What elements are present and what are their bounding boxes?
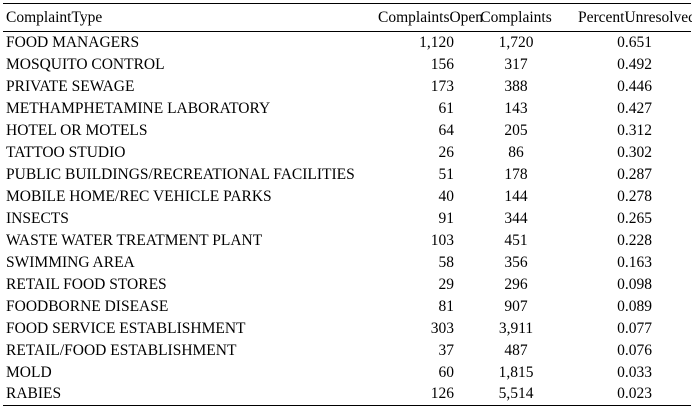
cell-complaints-open: 173 xyxy=(430,77,454,95)
cell-complaints: 205 xyxy=(504,121,528,139)
table-row: METHAMPHETAMINE LABORATORY 61 143 0.427 xyxy=(3,98,691,120)
cell-percent-unresolved: 0.023 xyxy=(578,383,691,406)
cell-complaint-type: FOOD SERVICE ESTABLISHMENT xyxy=(6,319,246,337)
complaints-table: ComplaintType ComplaintsOpen Complaints … xyxy=(3,3,692,406)
cell-percent-unresolved: 0.163 xyxy=(617,253,652,271)
column-header-complaints-open: ComplaintsOpen xyxy=(378,3,483,32)
table-row: RABIES 126 5,514 0.023 xyxy=(3,383,691,406)
cell-percent-unresolved: 0.427 xyxy=(617,99,652,117)
cell-complaints: 356 xyxy=(504,253,528,271)
table-row: MOSQUITO CONTROL 156 317 0.492 xyxy=(3,54,691,76)
cell-complaints-open: 40 xyxy=(438,187,455,205)
cell-complaint-type: RABIES xyxy=(3,383,378,406)
cell-complaint-type: PRIVATE SEWAGE xyxy=(6,77,135,95)
cell-complaints: 178 xyxy=(504,165,528,183)
cell-complaints: 86 xyxy=(508,143,524,161)
cell-complaints-open: 58 xyxy=(438,253,455,271)
cell-complaint-type: SWIMMING AREA xyxy=(6,253,135,271)
cell-percent-unresolved: 0.287 xyxy=(617,165,652,183)
cell-complaint-type: FOODBORNE DISEASE xyxy=(6,297,169,315)
table-body: FOOD MANAGERS 1,120 1,720 0.651 MOSQUITO CON… xyxy=(3,32,691,406)
cell-complaints: 907 xyxy=(504,297,528,315)
cell-complaint-type: TATTOO STUDIO xyxy=(6,143,126,161)
cell-complaints-open: 37 xyxy=(438,341,455,359)
cell-complaints: 1,815 xyxy=(498,363,534,381)
table-row: INSECTS 91 344 0.265 xyxy=(3,208,691,230)
cell-complaints: 296 xyxy=(504,275,528,293)
cell-complaints: 143 xyxy=(504,99,528,117)
cell-percent-unresolved: 0.302 xyxy=(617,143,652,161)
cell-percent-unresolved: 0.492 xyxy=(617,55,652,73)
cell-complaints-open: 303 xyxy=(430,319,454,337)
cell-complaint-type: MOLD xyxy=(6,363,52,381)
cell-complaints-open: 60 xyxy=(438,363,455,381)
cell-complaints: 451 xyxy=(504,231,528,249)
cell-complaints-open: 156 xyxy=(430,55,454,73)
cell-complaints: 1,720 xyxy=(498,33,534,51)
cell-percent-unresolved: 0.265 xyxy=(617,209,652,227)
column-header-percent-unresolved: PercentUnresolved xyxy=(578,3,692,32)
cell-complaint-type: WASTE WATER TREATMENT PLANT xyxy=(6,231,263,249)
cell-complaints: 317 xyxy=(504,55,528,73)
cell-complaints-open: 61 xyxy=(438,99,455,117)
cell-percent-unresolved: 0.076 xyxy=(617,341,652,359)
cell-complaint-type: RETAIL FOOD STORES xyxy=(6,275,167,293)
cell-complaints-open: 29 xyxy=(438,275,455,293)
cell-complaint-type: PUBLIC BUILDINGS/RECREATIONAL FACILITIES xyxy=(6,165,355,183)
cell-percent-unresolved: 0.446 xyxy=(617,77,652,95)
cell-complaint-type: MOSQUITO CONTROL xyxy=(6,55,165,73)
cell-complaint-type: METHAMPHETAMINE LABORATORY xyxy=(6,99,271,117)
column-header-complaints: Complaints xyxy=(454,3,578,32)
cell-complaints: 344 xyxy=(504,209,528,227)
cell-complaints: 144 xyxy=(504,187,528,205)
column-header-complaint-type: ComplaintType xyxy=(3,3,378,32)
table-row: PUBLIC BUILDINGS/RECREATIONAL FACILITIES… xyxy=(3,164,691,186)
table-row: RETAIL FOOD STORES 29 296 0.098 xyxy=(3,274,691,296)
cell-complaints: 5,514 xyxy=(454,383,578,406)
table-row: RETAIL/FOOD ESTABLISHMENT 37 487 0.076 xyxy=(3,340,691,362)
cell-complaint-type: INSECTS xyxy=(6,209,69,227)
cell-percent-unresolved: 0.089 xyxy=(617,297,652,315)
cell-percent-unresolved: 0.228 xyxy=(617,231,652,249)
cell-complaint-type: HOTEL OR MOTELS xyxy=(6,121,148,139)
cell-complaints-open: 64 xyxy=(438,121,455,139)
cell-percent-unresolved: 0.651 xyxy=(617,33,652,51)
cell-complaints-open: 1,120 xyxy=(419,33,454,51)
cell-complaints: 3,911 xyxy=(498,319,534,337)
cell-complaints: 388 xyxy=(504,77,528,95)
cell-percent-unresolved: 0.077 xyxy=(617,319,652,337)
table-row: WASTE WATER TREATMENT PLANT 103 451 0.228 xyxy=(3,230,691,252)
cell-complaints-open: 103 xyxy=(430,231,454,249)
cell-percent-unresolved: 0.033 xyxy=(617,363,652,381)
complaints-table-container: ComplaintType ComplaintsOpen Complaints … xyxy=(3,3,692,406)
table-row: PRIVATE SEWAGE 173 388 0.446 xyxy=(3,76,691,98)
table-row: FOODBORNE DISEASE 81 907 0.089 xyxy=(3,296,691,318)
cell-complaints-open: 51 xyxy=(438,165,455,183)
table-row: HOTEL OR MOTELS 64 205 0.312 xyxy=(3,120,691,142)
cell-percent-unresolved: 0.098 xyxy=(617,275,652,293)
cell-complaints: 487 xyxy=(504,341,528,359)
header-row: ComplaintType ComplaintsOpen Complaints … xyxy=(3,3,692,32)
table-row: SWIMMING AREA 58 356 0.163 xyxy=(3,252,691,274)
cell-complaint-type: RETAIL/FOOD ESTABLISHMENT xyxy=(6,341,237,359)
cell-complaint-type: MOBILE HOME/REC VEHICLE PARKS xyxy=(6,187,272,205)
cell-percent-unresolved: 0.312 xyxy=(617,121,652,139)
table-row: FOOD MANAGERS 1,120 1,720 0.651 xyxy=(3,32,691,54)
table-row: FOOD SERVICE ESTABLISHMENT 303 3,911 0.077 xyxy=(3,318,691,340)
table-row: MOLD 60 1,815 0.033 xyxy=(3,362,691,384)
table-row: TATTOO STUDIO 26 86 0.302 xyxy=(3,142,691,164)
table-header: ComplaintType ComplaintsOpen Complaints … xyxy=(3,3,692,32)
cell-complaint-type: FOOD MANAGERS xyxy=(6,33,140,51)
cell-percent-unresolved: 0.278 xyxy=(617,187,652,205)
table-row: MOBILE HOME/REC VEHICLE PARKS 40 144 0.278 xyxy=(3,186,691,208)
cell-complaints-open: 91 xyxy=(438,209,455,227)
cell-complaints-open: 81 xyxy=(438,297,455,315)
cell-complaints-open: 126 xyxy=(378,383,454,406)
cell-complaints-open: 26 xyxy=(438,143,455,161)
